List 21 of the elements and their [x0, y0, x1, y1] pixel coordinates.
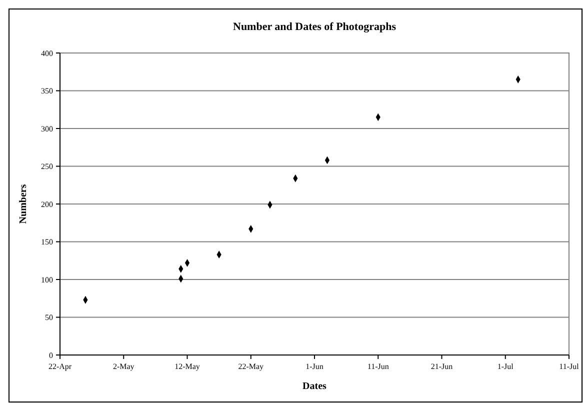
y-tick-label: 50: [45, 313, 53, 322]
x-tick-label: 2-May: [112, 362, 134, 371]
y-tick-label: 100: [41, 275, 53, 284]
chart-title: Number and Dates of Photographs: [233, 21, 397, 33]
x-tick-label: 12-May: [174, 362, 200, 371]
y-tick-label: 350: [41, 86, 53, 96]
y-tick-label: 150: [41, 238, 53, 247]
y-tick-label: 400: [41, 48, 53, 58]
x-tick-label: 22-Apr: [48, 362, 72, 371]
y-axis-title: Numbers: [18, 184, 29, 224]
x-tick-label: 11-Jul: [559, 362, 580, 371]
x-axis-title: Dates: [302, 381, 327, 392]
x-tick-label: 21-Jun: [430, 362, 453, 371]
y-tick-label: 200: [41, 200, 53, 209]
y-tick-label: 300: [41, 124, 53, 134]
x-tick-label: 1-Jun: [306, 362, 324, 371]
x-tick-label: 11-Jun: [367, 362, 389, 371]
y-tick-label: 0: [49, 350, 53, 360]
y-tick-label: 250: [41, 162, 53, 172]
x-tick-label: 22-May: [238, 362, 264, 371]
x-tick-label: 1-Jul: [497, 362, 514, 371]
